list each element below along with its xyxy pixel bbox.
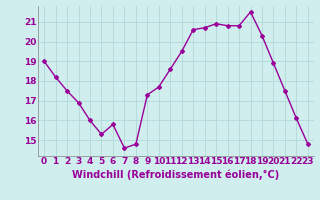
X-axis label: Windchill (Refroidissement éolien,°C): Windchill (Refroidissement éolien,°C) [72,169,280,180]
